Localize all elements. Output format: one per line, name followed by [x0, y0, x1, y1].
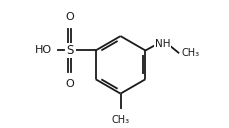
Text: S: S: [66, 44, 73, 57]
Text: O: O: [65, 12, 74, 22]
Text: NH: NH: [154, 39, 170, 49]
Text: CH₃: CH₃: [181, 48, 199, 58]
Text: O: O: [65, 79, 74, 89]
Text: HO: HO: [35, 45, 52, 55]
Text: CH₃: CH₃: [111, 115, 129, 125]
